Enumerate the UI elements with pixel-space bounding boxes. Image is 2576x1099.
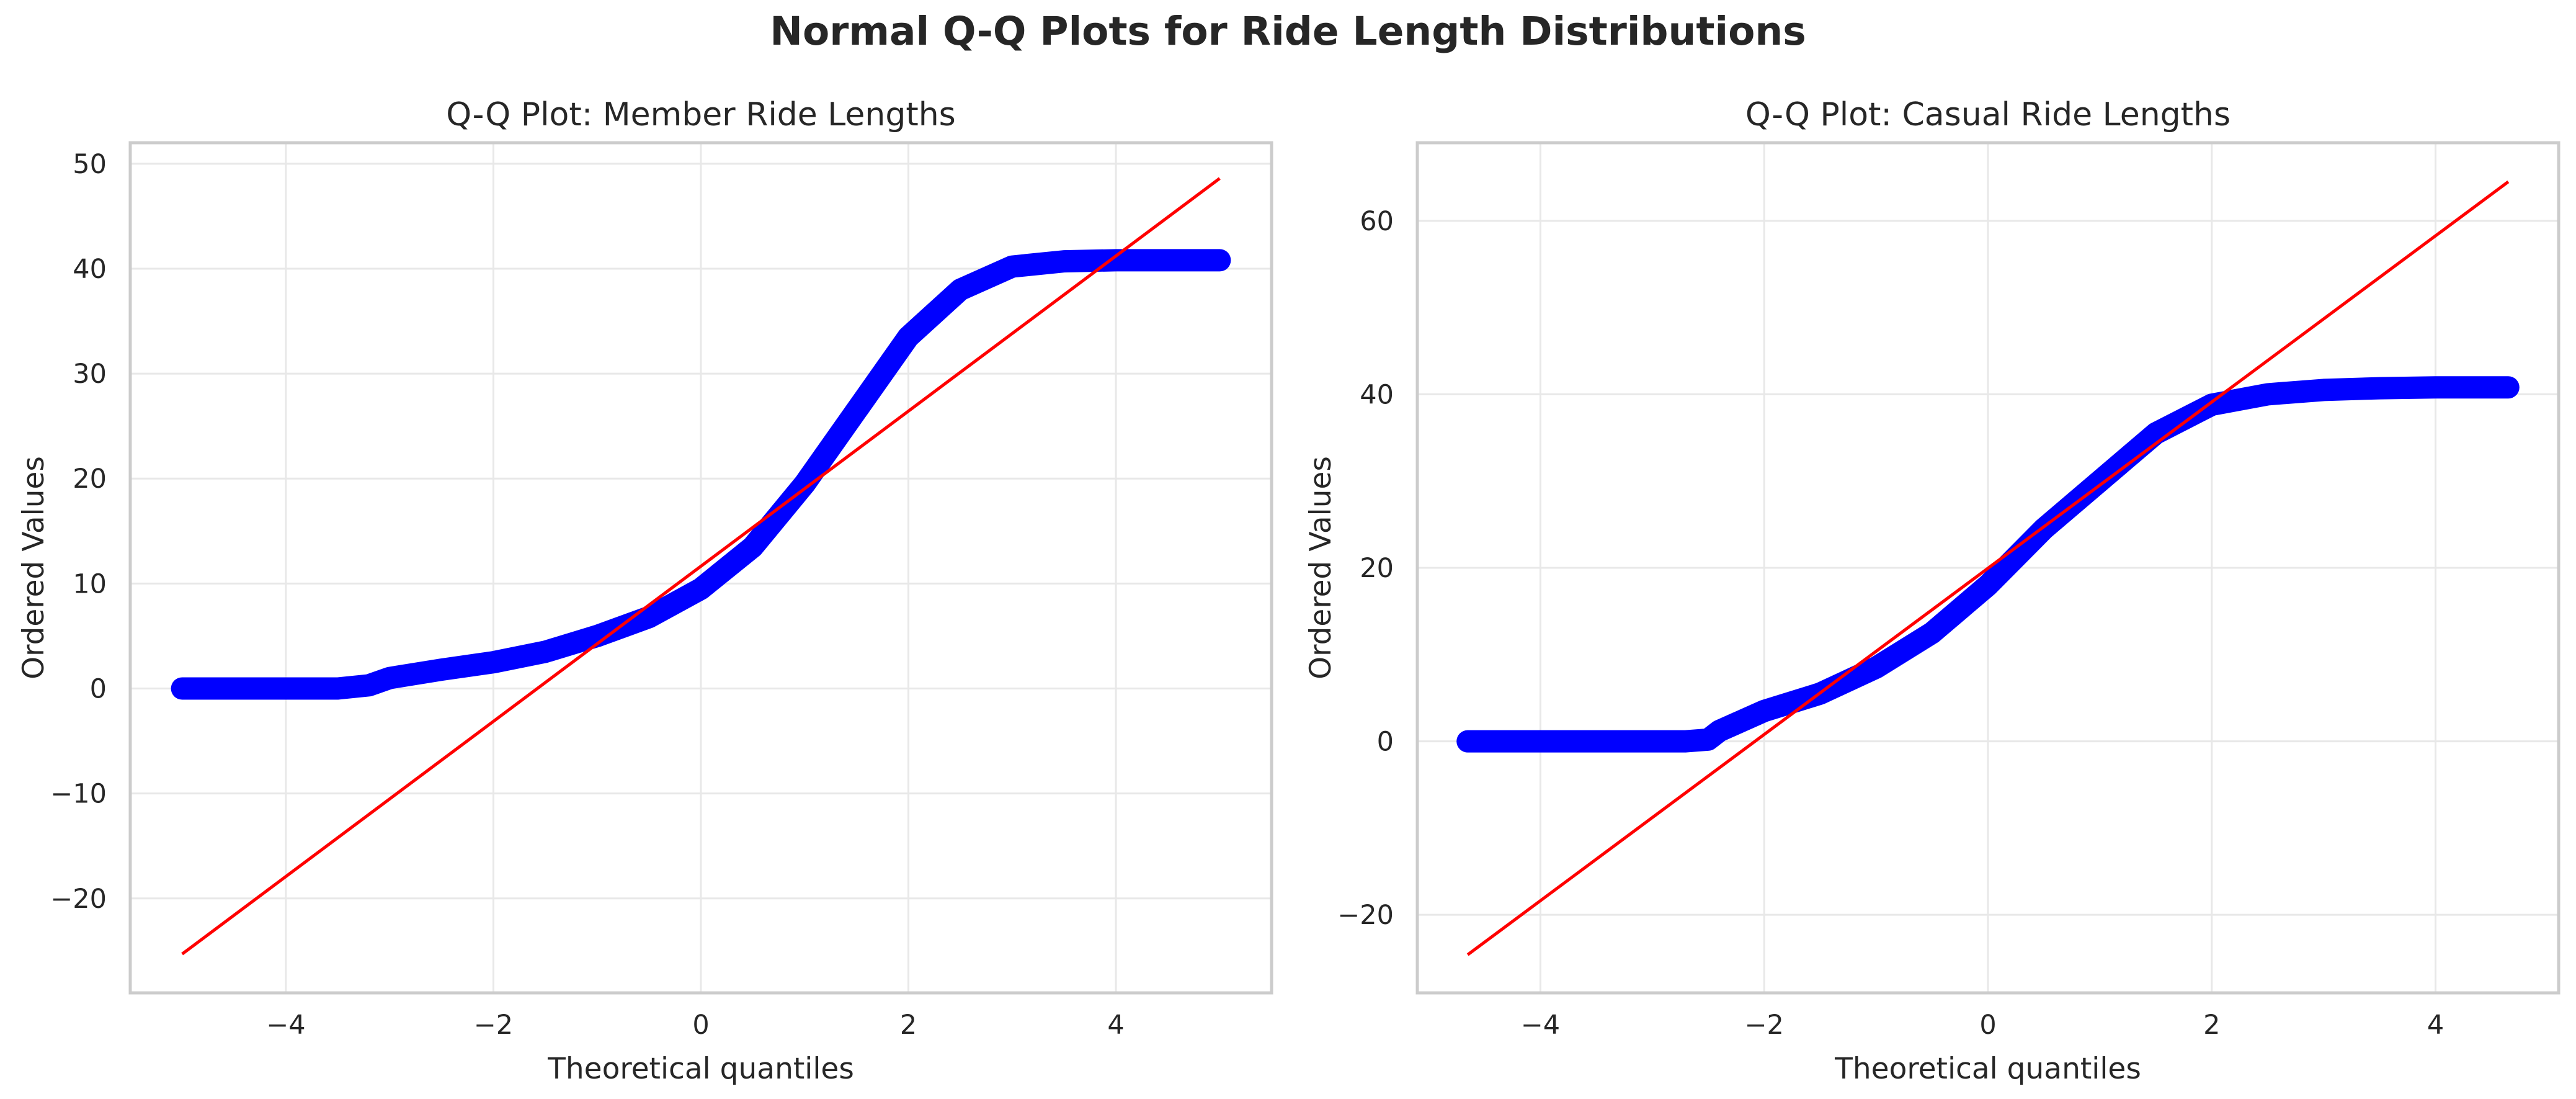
member-data-point bbox=[1211, 251, 1229, 269]
casual-y-axis-label: Ordered Values bbox=[1304, 456, 1338, 680]
member-data-point bbox=[899, 328, 917, 346]
member-plot-frame bbox=[128, 141, 1273, 995]
member-x-tick-label: −4 bbox=[266, 1010, 305, 1041]
casual-data-point bbox=[1979, 576, 1997, 594]
casual-plot-frame bbox=[1415, 141, 2560, 995]
member-data-point bbox=[1055, 253, 1073, 271]
casual-y-tick-label: 60 bbox=[1360, 206, 1394, 237]
member-y-tick-label: −10 bbox=[50, 779, 107, 810]
member-data-point bbox=[432, 661, 450, 679]
casual-data-point bbox=[2482, 379, 2500, 397]
member-data-point bbox=[308, 680, 326, 698]
casual-y-tick-label: 0 bbox=[1377, 727, 1394, 758]
casual-y-tick-label: 40 bbox=[1360, 379, 1394, 410]
member-x-tick-label: 0 bbox=[692, 1010, 709, 1041]
casual-data-point bbox=[1867, 658, 1885, 676]
member-subplot-title: Q-Q Plot: Member Ride Lengths bbox=[446, 96, 956, 133]
casual-x-axis-label: Theoretical quantiles bbox=[1834, 1052, 2141, 1086]
casual-subplot-title: Q-Q Plot: Casual Ride Lengths bbox=[1745, 96, 2231, 133]
member-fit-line bbox=[181, 177, 1221, 956]
member-data-point bbox=[194, 680, 212, 698]
casual-data-point bbox=[1509, 732, 1527, 750]
member-x-tick-label: 2 bbox=[900, 1010, 917, 1041]
casual-x-tick-label: 0 bbox=[1979, 1010, 1996, 1041]
member-data-point bbox=[484, 653, 502, 671]
casual-x-tick-label: 2 bbox=[2203, 1010, 2220, 1041]
casual-data-point bbox=[2258, 385, 2276, 403]
member-data-point bbox=[537, 643, 555, 661]
casual-y-tick-label: 20 bbox=[1360, 553, 1394, 584]
member-y-tick-label: 20 bbox=[73, 464, 107, 495]
casual-data-point bbox=[2315, 381, 2333, 399]
member-data-point bbox=[1107, 251, 1125, 269]
casual-x-tick-label: −2 bbox=[1745, 1010, 1784, 1041]
casual-data-point bbox=[1476, 732, 1494, 750]
casual-data-point bbox=[1711, 722, 1729, 740]
member-data-point bbox=[360, 676, 378, 694]
member-data-point bbox=[1159, 251, 1177, 269]
member-data-point bbox=[256, 680, 274, 698]
member-data-point bbox=[692, 580, 710, 598]
casual-data-point bbox=[1643, 732, 1661, 750]
member-y-axis-label: Ordered Values bbox=[17, 456, 51, 680]
member-data-point bbox=[796, 475, 814, 493]
casual-x-tick-label: 4 bbox=[2427, 1010, 2444, 1041]
member-y-tick-label: 30 bbox=[73, 359, 107, 390]
member-y-tick-label: −20 bbox=[50, 884, 107, 915]
member-data-point bbox=[277, 680, 295, 698]
casual-data-point bbox=[1554, 732, 1572, 750]
member-y-tick-label: 50 bbox=[73, 149, 107, 180]
member-data-point bbox=[381, 669, 399, 687]
member-data-point bbox=[173, 680, 191, 698]
member-x-tick-label: −2 bbox=[474, 1010, 513, 1041]
casual-data-point bbox=[2147, 424, 2165, 442]
member-x-tick-label: 4 bbox=[1107, 1010, 1124, 1041]
casual-data-point bbox=[1923, 624, 1941, 642]
casual-data-point bbox=[2371, 379, 2389, 397]
casual-fit-line bbox=[1466, 180, 2510, 956]
member-y-tick-label: 0 bbox=[90, 674, 107, 705]
member-y-tick-label: 40 bbox=[73, 254, 107, 285]
casual-data-point bbox=[1587, 732, 1605, 750]
casual-data-point bbox=[1459, 732, 1477, 750]
figure-title: Normal Q-Q Plots for Ride Length Distrib… bbox=[770, 9, 1806, 54]
member-data-point bbox=[1003, 258, 1021, 276]
member-data-point bbox=[744, 538, 762, 556]
member-data-point bbox=[952, 280, 969, 298]
member-data-point bbox=[640, 608, 658, 626]
member-x-axis-label: Theoretical quantiles bbox=[547, 1052, 854, 1086]
member-y-tick-label: 10 bbox=[73, 568, 107, 599]
casual-x-tick-label: −4 bbox=[1521, 1010, 1560, 1041]
casual-data-point bbox=[2091, 472, 2109, 490]
casual-data-point bbox=[2427, 379, 2445, 397]
casual-data-point bbox=[1755, 702, 1773, 720]
member-data-point bbox=[225, 680, 243, 698]
casual-y-tick-label: −20 bbox=[1337, 900, 1394, 931]
member-data-point bbox=[847, 401, 865, 419]
casual-data-point bbox=[1677, 732, 1695, 750]
casual-data-point bbox=[2499, 379, 2517, 397]
member-data-point bbox=[329, 680, 347, 698]
